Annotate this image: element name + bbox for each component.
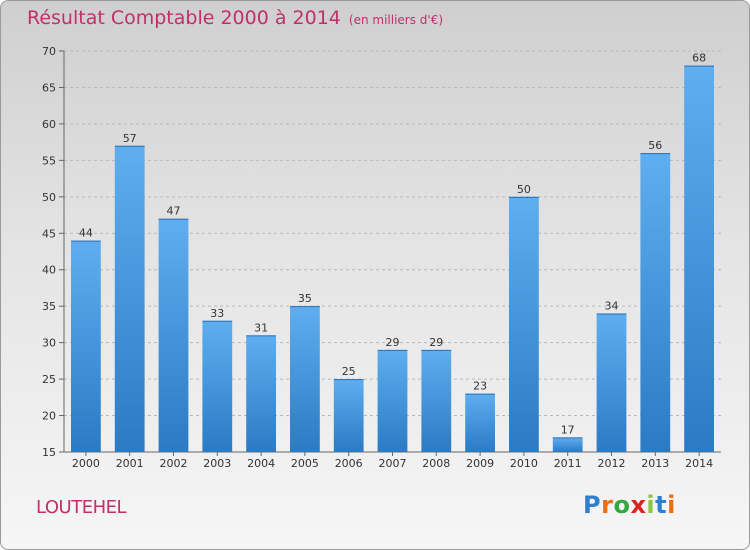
bar [509,196,539,452]
value-label: 35 [298,292,312,305]
logo-letter: i [667,491,676,519]
x-tick-label: 2012 [598,457,626,470]
bar [640,153,671,452]
x-tick-label: 2009 [466,457,494,470]
x-tick-label: 2011 [554,457,582,470]
logo-letter: r [601,491,614,519]
commune-name: LOUTEHEL [36,497,127,518]
value-label: 44 [79,227,93,240]
y-tick-label: 35 [42,300,56,313]
bar [290,306,320,452]
x-tick-label: 2006 [335,457,363,470]
value-label: 29 [386,336,400,349]
bar [246,335,276,452]
value-label: 50 [517,183,531,196]
bar [202,320,233,452]
y-tick-label: 15 [42,446,56,459]
value-label: 34 [605,299,619,312]
logo-letter: o [613,491,631,519]
x-tick-label: 2010 [510,457,538,470]
y-tick-label: 65 [42,81,56,94]
bar [377,349,408,452]
value-label: 23 [473,380,487,393]
logo-letter: P [583,491,602,519]
value-label: 25 [342,365,356,378]
x-tick-label: 2008 [422,457,450,470]
logo-letter: x [630,491,647,519]
x-tick-label: 2002 [160,457,188,470]
y-tick-label: 45 [42,227,56,240]
value-label: 31 [254,321,268,334]
chart-title: Résultat Comptable 2000 à 2014 (en millie… [27,7,443,29]
bar [465,393,495,452]
y-tick-label: 50 [42,191,56,204]
y-tick-label: 55 [42,154,56,167]
value-label: 17 [561,423,575,436]
y-tick-label: 25 [42,373,56,386]
value-label: 29 [429,336,443,349]
logo-letter: i [646,491,656,519]
x-tick-label: 2005 [291,457,319,470]
y-tick-label: 60 [42,118,56,131]
title-text: Résultat Comptable 2000 à 2014 [27,7,341,29]
bar [421,349,452,452]
value-label: 57 [123,132,137,145]
x-tick-label: 2013 [641,457,669,470]
proxiti-logo: Proxiti [583,491,676,519]
bar [158,218,189,452]
value-label: 68 [692,52,706,65]
bar [333,379,364,452]
bar [114,145,145,453]
bar [684,65,714,452]
y-tick-label: 70 [42,45,56,58]
y-tick-label: 20 [42,410,56,423]
bar [596,313,627,452]
bar [71,240,101,452]
value-label: 56 [648,139,662,152]
x-tick-label: 2004 [247,457,275,470]
bar [552,437,583,452]
logo-letter: t [655,491,668,519]
x-tick-label: 2014 [685,457,713,470]
title-unit: (en milliers d'€) [348,13,444,27]
x-tick-label: 2000 [72,457,100,470]
value-label: 33 [210,307,224,320]
x-tick-label: 2001 [116,457,144,470]
x-tick-label: 2003 [203,457,231,470]
value-label: 47 [167,205,181,218]
y-tick-label: 40 [42,264,56,277]
x-tick-label: 2007 [379,457,407,470]
y-tick-label: 30 [42,337,56,350]
